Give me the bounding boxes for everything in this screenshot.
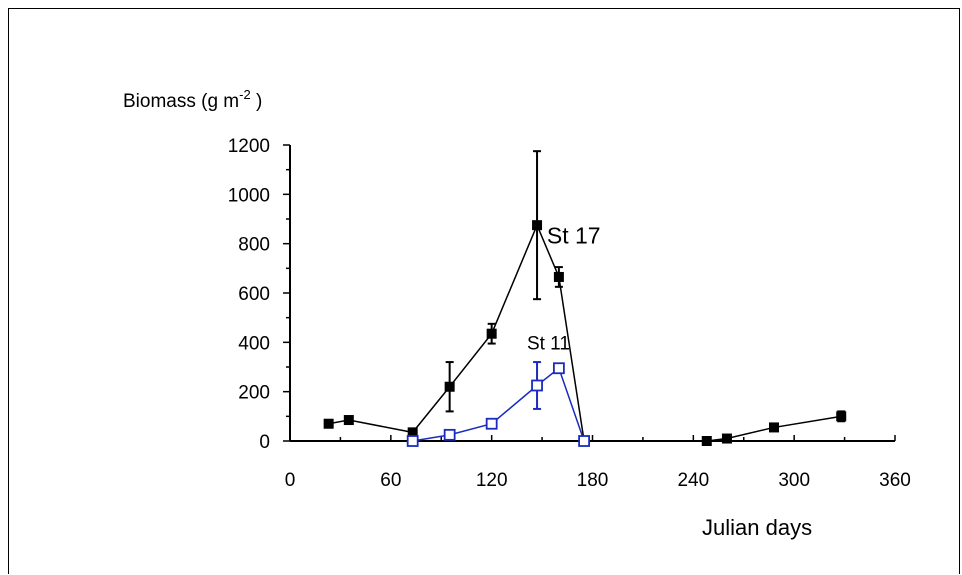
- data-point: [769, 422, 779, 433]
- x-tick-label: 60: [380, 470, 401, 491]
- y-tick-label: 600: [238, 284, 270, 305]
- x-tick-label: 300: [778, 470, 810, 491]
- axes: 0 60 120 180 240 300 360 0 200 400 600 800 1000 1200: [228, 136, 911, 491]
- data-point: [443, 428, 456, 441]
- y-tick-label: 1000: [228, 185, 270, 206]
- data-point: [701, 436, 712, 446]
- data-point: [323, 418, 334, 429]
- series-line: [328, 223, 842, 442]
- y-axis-title: Biomass (g m-2 ): [123, 87, 262, 112]
- series-line: [412, 366, 585, 442]
- x-tick-label: 180: [577, 470, 609, 491]
- x-tick-label: 0: [285, 470, 296, 491]
- series-label-st17: St 17: [547, 223, 601, 249]
- data-point: [531, 379, 543, 392]
- data-point: [552, 362, 565, 375]
- series-label-st11: St 11: [527, 334, 570, 355]
- x-tick-label: 120: [476, 470, 508, 491]
- chart-frame: [8, 8, 960, 574]
- data-point: [836, 411, 847, 422]
- x-tick-label: 240: [677, 470, 709, 491]
- y-tick-label: 200: [238, 383, 270, 404]
- data-point: [485, 417, 498, 430]
- y-tick-label: 1200: [228, 136, 270, 157]
- x-tick-label: 360: [879, 470, 911, 491]
- data-point: [407, 427, 418, 438]
- data-point: [486, 328, 497, 339]
- plot-area: St 17 St 11: [323, 150, 847, 447]
- data-point: [721, 433, 732, 444]
- y-axis-title-prefix: Biomass (g m: [123, 91, 239, 112]
- y-tick-label: 800: [238, 235, 270, 256]
- data-point: [343, 415, 354, 426]
- x-axis-title: Julian days: [702, 515, 812, 540]
- svg-text:Biomass (g m-2 ): Biomass (g m-2 ): [123, 87, 262, 112]
- data-point: [553, 271, 564, 282]
- data-point: [444, 381, 455, 392]
- data-point: [578, 435, 590, 447]
- data-point: [532, 220, 543, 231]
- y-axis-title-sup: -2: [239, 87, 251, 102]
- data-point: [406, 435, 419, 447]
- y-axis-title-suffix: ): [251, 91, 263, 112]
- y-tick-label: 400: [238, 333, 270, 354]
- y-tick-label: 0: [259, 432, 270, 453]
